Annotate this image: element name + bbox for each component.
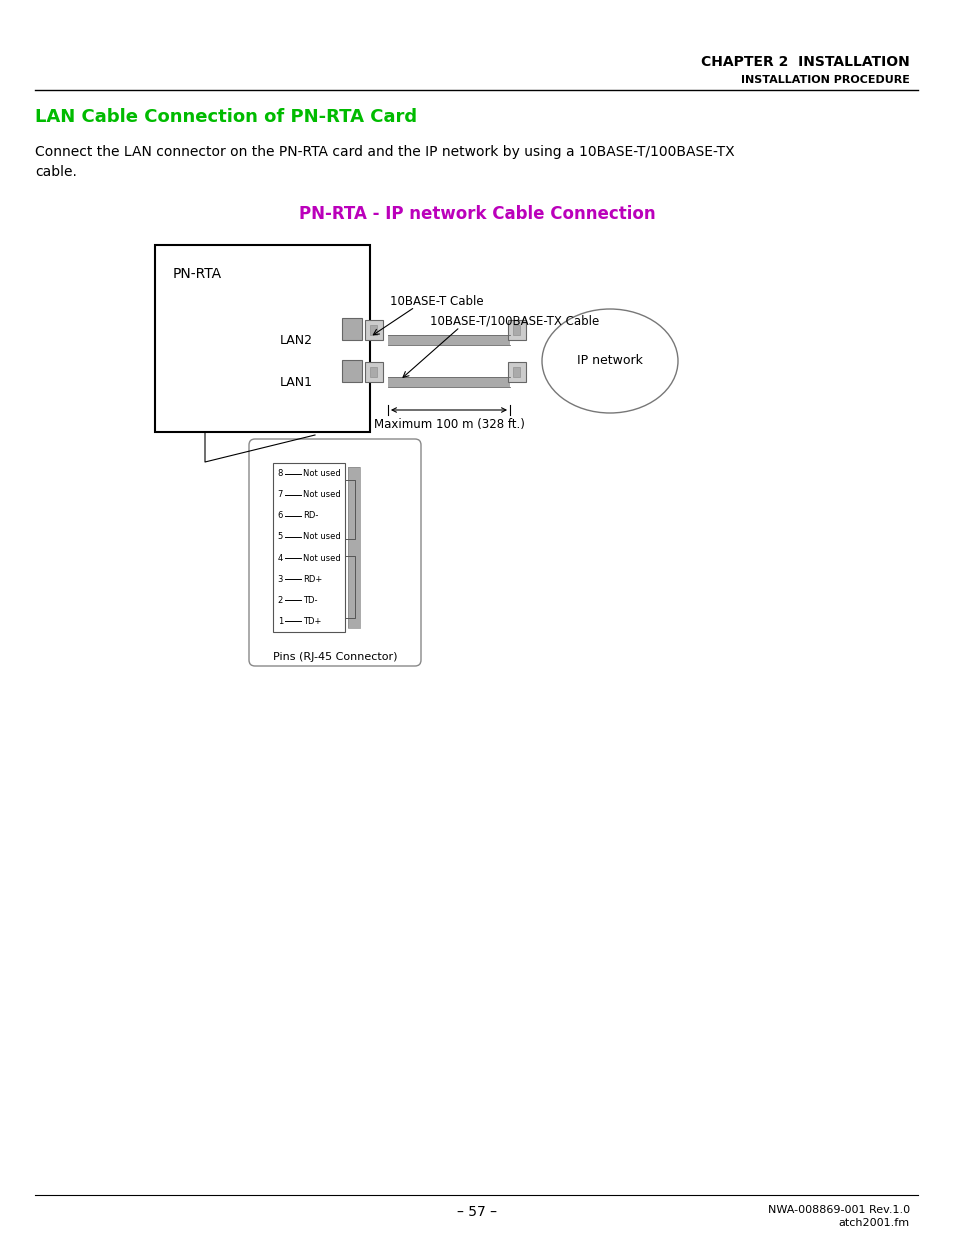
Text: PN-RTA - IP network Cable Connection: PN-RTA - IP network Cable Connection <box>298 205 655 224</box>
Bar <box>513 325 519 335</box>
Text: RD-: RD- <box>303 511 318 520</box>
Bar <box>507 362 525 382</box>
Bar <box>513 367 519 377</box>
Bar <box>365 320 382 340</box>
Text: NWA-008869-001 Rev.1.0: NWA-008869-001 Rev.1.0 <box>767 1205 909 1215</box>
Bar <box>273 463 345 632</box>
Text: 8: 8 <box>277 469 283 478</box>
Text: IP network: IP network <box>577 354 642 368</box>
Text: 10BASE-T Cable: 10BASE-T Cable <box>390 295 483 308</box>
Bar <box>341 317 361 340</box>
Text: INSTALLATION PROCEDURE: INSTALLATION PROCEDURE <box>740 75 909 85</box>
Bar <box>341 359 361 382</box>
Bar <box>370 367 376 377</box>
Ellipse shape <box>541 309 678 412</box>
Text: 6: 6 <box>277 511 283 520</box>
Text: 10BASE-T/100BASE-TX Cable: 10BASE-T/100BASE-TX Cable <box>430 315 598 329</box>
Text: LAN Cable Connection of PN-RTA Card: LAN Cable Connection of PN-RTA Card <box>35 107 416 126</box>
Text: Not used: Not used <box>303 553 340 563</box>
Bar <box>154 245 370 432</box>
Text: Not used: Not used <box>303 469 340 478</box>
Text: Not used: Not used <box>303 532 340 541</box>
Text: TD-: TD- <box>303 595 317 605</box>
Text: cable.: cable. <box>35 165 77 179</box>
Bar <box>507 320 525 340</box>
Text: Pins (RJ-45 Connector): Pins (RJ-45 Connector) <box>273 652 396 662</box>
Bar <box>348 467 359 629</box>
Text: LAN1: LAN1 <box>280 375 313 389</box>
Text: LAN2: LAN2 <box>280 333 313 347</box>
FancyBboxPatch shape <box>249 438 420 666</box>
Bar <box>388 377 510 387</box>
Text: Maximum 100 m (328 ft.): Maximum 100 m (328 ft.) <box>374 417 524 431</box>
Bar <box>388 335 510 345</box>
Text: CHAPTER 2  INSTALLATION: CHAPTER 2 INSTALLATION <box>700 56 909 69</box>
Text: 3: 3 <box>277 574 283 584</box>
Text: Connect the LAN connector on the PN-RTA card and the IP network by using a 10BAS: Connect the LAN connector on the PN-RTA … <box>35 144 734 159</box>
Text: – 57 –: – 57 – <box>456 1205 497 1219</box>
Text: PN-RTA: PN-RTA <box>172 267 222 282</box>
Bar <box>348 467 359 629</box>
Text: Not used: Not used <box>303 490 340 499</box>
Text: 1: 1 <box>277 618 283 626</box>
Text: 7: 7 <box>277 490 283 499</box>
Text: 2: 2 <box>277 595 283 605</box>
Bar <box>370 325 376 335</box>
Text: atch2001.fm: atch2001.fm <box>838 1218 909 1228</box>
Bar <box>365 362 382 382</box>
Text: TD+: TD+ <box>303 618 321 626</box>
Text: 5: 5 <box>277 532 283 541</box>
Text: RD+: RD+ <box>303 574 322 584</box>
Text: 4: 4 <box>277 553 283 563</box>
